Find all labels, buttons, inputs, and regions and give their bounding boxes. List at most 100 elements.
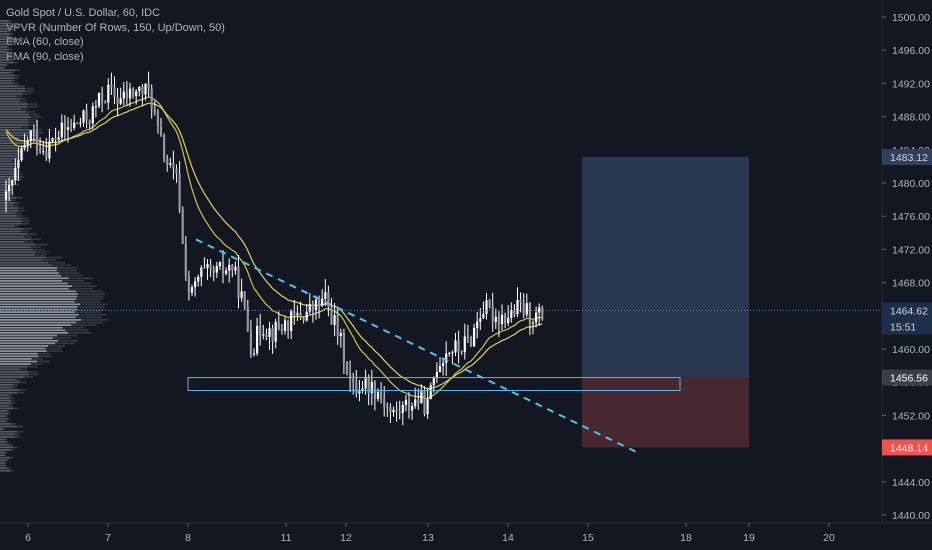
current-price-label: 1464.62 [890,306,928,318]
indicator-vpvr[interactable]: VPVR (Number Of Rows, 150, Up/Down, 50) [6,21,225,34]
candle-body [225,270,228,274]
volume-profile-bar-down [15,25,22,27]
volume-profile-bar [0,66,5,69]
volume-profile-bar [0,326,63,329]
volume-profile-bar [0,412,9,415]
candle-body [45,151,48,159]
volume-profile-bar [0,462,5,464]
volume-profile-bar [0,425,17,428]
volume-profile-bar [0,82,15,85]
volume-profile-bar [0,152,18,155]
volume-profile-bar [0,285,73,287]
volume-profile-bar [0,173,17,176]
candle-body [510,310,513,318]
volume-profile-bar [0,469,11,472]
volume-profile-bar-down [77,293,105,295]
candle-body [107,84,110,103]
volume-profile-bar-down [9,397,14,399]
candle-body [426,399,429,415]
volume-profile-bar-down [56,269,77,272]
candle-body [336,315,339,336]
volume-profile-bar [0,287,69,290]
volume-profile-bar [0,415,6,417]
indicator-ema-90[interactable]: EMA (90, close) [6,50,84,63]
y-tick-label: 1480.00 [892,178,930,190]
ema-90-line[interactable] [5,102,543,390]
candle-body [522,302,525,315]
candle-body [290,310,293,332]
candle-body [318,299,321,306]
volume-profile-bar [0,345,49,347]
volume-profile-bar [0,230,22,233]
volume-profile-bar [0,264,53,267]
volume-profile-bar [0,363,31,365]
candle-body [451,352,454,354]
volume-profile-bar [0,129,32,131]
volume-profile-bar [0,295,78,298]
volume-profile-bar-down [34,254,47,256]
volume-profile-bar [0,100,21,103]
volume-profile-bar [0,443,10,446]
volume-profile-bar-down [17,207,24,209]
x-tick-label: 20 [823,532,835,544]
volume-profile-bar-down [20,100,28,103]
candle-body [119,98,122,104]
volume-profile-bar-down [8,20,12,22]
candle-body [364,376,367,389]
volume-profile-bar-down [78,313,107,316]
candle-body [11,180,14,186]
candle-body [203,267,206,269]
candle-body [82,110,85,123]
symbol-title[interactable]: Gold Spot / U.S. Dollar, 60, IDC [6,7,161,19]
candle-body [504,314,507,323]
volume-profile-bar [0,56,13,59]
volume-profile-bar-down [12,165,17,168]
trendline[interactable] [195,238,639,454]
candle-body [104,102,107,104]
volume-profile-bar-down [52,264,71,267]
volume-profile-bar [0,282,68,285]
volume-profile-bar [0,72,10,74]
candle-body [531,322,535,324]
volume-profile-bar [0,207,18,209]
position-zones [582,157,749,448]
volume-profile-bar [0,85,19,87]
y-tick-label: 1496.00 [892,45,930,57]
loss-zone[interactable] [582,377,749,448]
candle-body [128,88,132,99]
volume-profile-bar [0,410,8,412]
volume-profile-bar-down [28,121,39,124]
candle-body [463,336,466,353]
volume-profile-bar [0,181,11,183]
volume-profile-bar-down [14,82,20,85]
volume-profile-bar [0,131,33,134]
volume-profile-bar-down [76,321,103,324]
volume-profile-bar [0,313,79,316]
candle-body [296,313,299,315]
candle-body [32,130,35,132]
profit-zone[interactable] [582,157,749,378]
candle-body [355,382,358,394]
volume-profile-bar [0,33,10,35]
chart-legend: Gold Spot / U.S. Dollar, 60, IDC VPVR (N… [6,6,225,64]
candle-body [324,292,327,299]
volume-profile-bar [0,404,10,407]
volume-profile-bar-down [80,303,109,306]
volume-profile-bar-down [62,280,84,282]
candle-body [305,311,308,321]
drawings [0,238,882,454]
volume-profile-bar-down [13,446,19,449]
candle-body [14,167,17,181]
support-zone-box[interactable] [187,377,681,392]
volume-profile-bar-down [4,462,7,464]
candle-body [469,338,473,347]
volume-profile-bar [0,92,23,95]
candle-body [519,300,522,303]
volume-profile-bar-down [6,441,9,443]
candle-body [169,163,172,165]
candle-body [339,333,342,336]
volume-profile-bar [0,235,25,238]
candle-body [187,276,190,293]
